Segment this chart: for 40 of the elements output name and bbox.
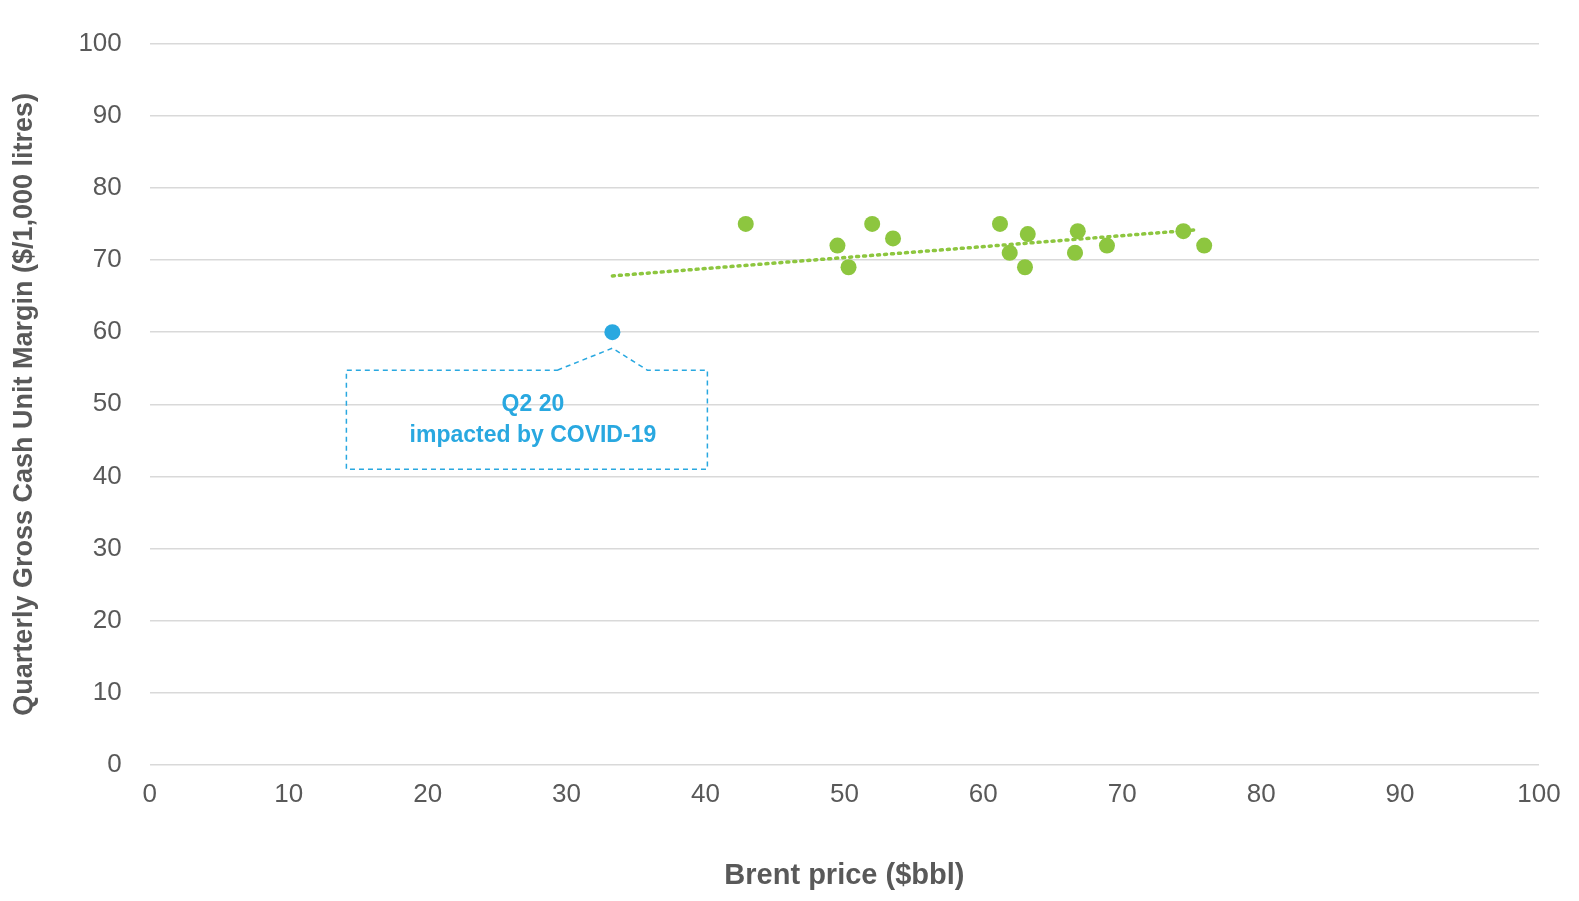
y-tick-label: 90	[92, 98, 122, 129]
x-tick-label: 80	[1246, 777, 1276, 808]
y-tick-label: 20	[92, 603, 122, 634]
point	[1067, 244, 1083, 261]
point	[604, 324, 621, 341]
y-tick-label: 80	[92, 171, 122, 202]
point	[885, 230, 902, 247]
x-tick-label: 90	[1385, 777, 1415, 808]
x-tick-label: 60	[968, 777, 998, 808]
point	[1098, 237, 1115, 254]
y-axis-title: Quarterly Gross Cash Unit Margin ($/1,000 litres)	[7, 92, 38, 716]
y-tick-label: 60	[92, 315, 122, 346]
point	[829, 237, 846, 254]
point	[1016, 259, 1033, 276]
point	[840, 259, 857, 276]
x-tick-label: 100	[1517, 777, 1561, 808]
point	[1019, 226, 1036, 243]
x-tick-label: 30	[552, 777, 582, 808]
x-tick-label: 40	[691, 777, 720, 808]
y-tick-label: 10	[92, 676, 122, 707]
x-tick-label: 0	[142, 777, 158, 808]
point	[1069, 223, 1086, 240]
y-tick-label: 50	[92, 387, 122, 418]
point	[1175, 223, 1192, 240]
point	[1196, 237, 1213, 254]
point	[864, 215, 881, 232]
x-tick-label: 50	[829, 777, 859, 808]
x-axis-title: Brent price ($bbl)	[724, 857, 965, 890]
x-tick-label: 20	[413, 777, 443, 808]
y-tick-label: 70	[92, 243, 122, 274]
x-tick-label: 70	[1107, 777, 1137, 808]
y-tick-label: 0	[107, 748, 122, 779]
point	[991, 215, 1008, 232]
x-tick-label: 10	[274, 777, 304, 808]
point	[737, 215, 754, 232]
point	[1001, 244, 1018, 261]
annotation: Q2 20 impacted by COVID-19	[409, 389, 657, 447]
y-tick-label: 100	[78, 26, 122, 57]
y-tick-label: 40	[92, 459, 122, 490]
y-tick-label: 30	[92, 531, 122, 562]
